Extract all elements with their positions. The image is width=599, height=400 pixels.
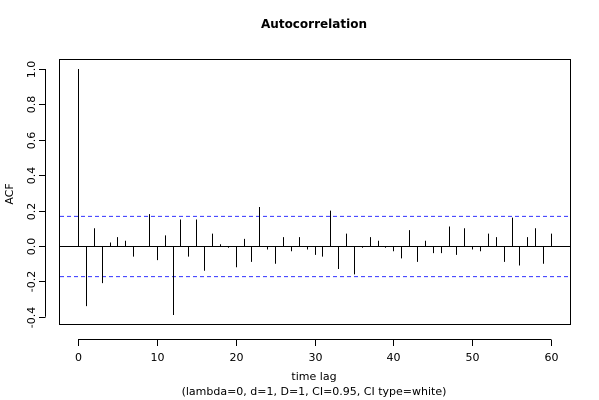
y-tick-label: 0.8 <box>25 96 38 114</box>
y-tick-label: -0.2 <box>25 271 38 292</box>
x-tick-label: 30 <box>309 351 323 364</box>
x-tick-label: 60 <box>545 351 559 364</box>
chart-title: Autocorrelation <box>261 17 367 31</box>
x-tick-label: 40 <box>387 351 401 364</box>
y-tick-label: 1.0 <box>25 61 38 79</box>
y-axis-label: ACF <box>3 183 16 204</box>
y-tick-label: 0.6 <box>25 132 38 150</box>
x-axis-label: time lag <box>291 370 336 383</box>
x-tick-label: 20 <box>230 351 244 364</box>
x-tick-label: 10 <box>151 351 165 364</box>
y-tick-label: 0.2 <box>25 203 38 221</box>
y-tick-label: 0.4 <box>25 167 38 185</box>
chart-subtitle: (lambda=0, d=1, D=1, CI=0.95, CI type=wh… <box>182 385 447 398</box>
x-tick-label: 0 <box>75 351 82 364</box>
x-tick-label: 50 <box>466 351 480 364</box>
plot-marks: 0 10 20 30 40 50 60 1.0 0.8 0.6 0.4 0.2 0.0 -0.2 -0.4 <box>25 61 570 364</box>
plot-frame <box>59 59 571 325</box>
y-tick-label: 0.0 <box>25 238 38 256</box>
y-tick-label: -0.4 <box>25 307 38 328</box>
